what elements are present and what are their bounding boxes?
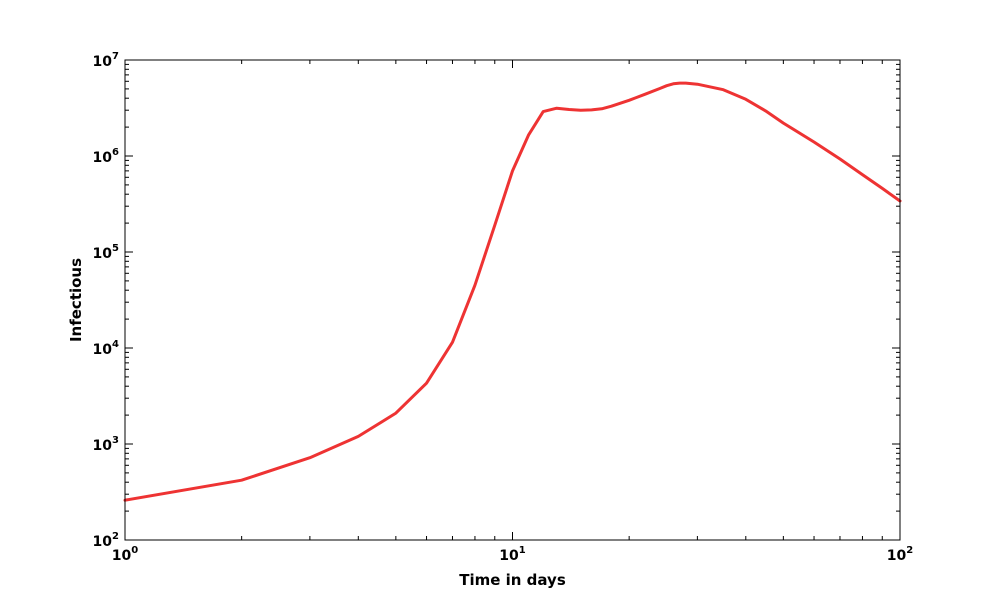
x-tick-label: 101 xyxy=(499,545,525,564)
y-tick-label: 105 xyxy=(93,243,119,262)
x-tick-label: 102 xyxy=(887,545,913,564)
tick-labels: 100 101 102 102 103 104 105 106 107 xyxy=(93,51,914,564)
y-tick-label: 107 xyxy=(93,51,119,70)
y-tick-label: 103 xyxy=(93,435,119,454)
y-axis-label: Infectious xyxy=(67,258,85,342)
x-axis-label: Time in days xyxy=(459,571,566,589)
plot-frame xyxy=(124,59,901,541)
plot-area xyxy=(123,81,902,502)
y-tick-label: 102 xyxy=(93,531,119,550)
y-tick-label: 106 xyxy=(93,147,119,166)
y-tick-label: 104 xyxy=(93,339,119,358)
axis-ticks xyxy=(124,59,901,541)
infectious-series-line xyxy=(123,81,902,502)
x-tick-label: 100 xyxy=(112,545,138,564)
